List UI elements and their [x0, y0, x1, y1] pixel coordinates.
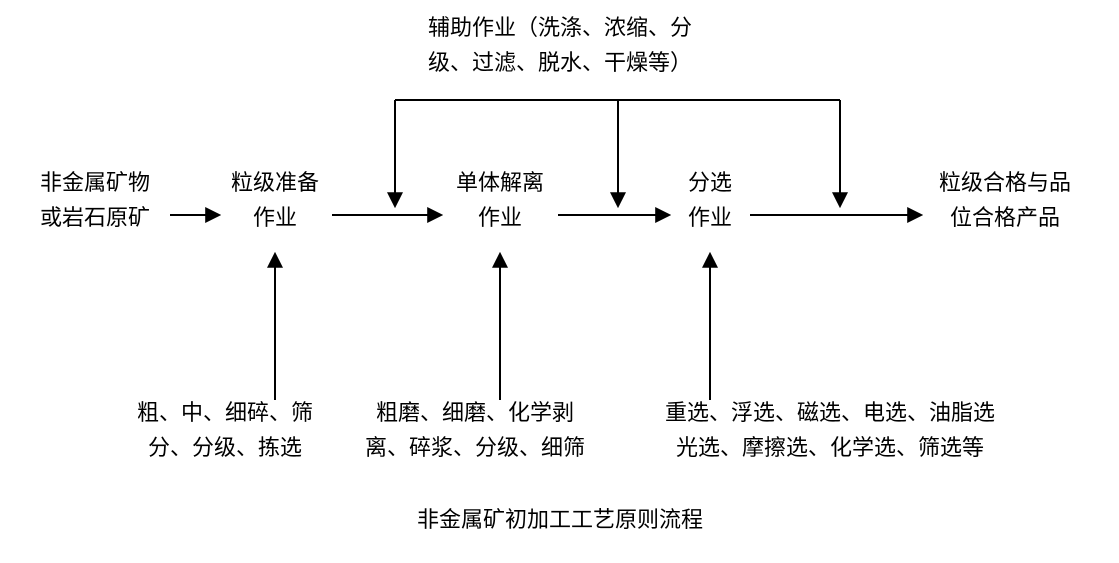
- node-stage1: 粒级准备 作业: [215, 165, 335, 235]
- node-output: 粒级合格与品 位合格产品: [920, 165, 1090, 235]
- diagram-caption: 非金属矿初加工工艺原则流程: [310, 502, 810, 537]
- annotation-top: 辅助作业（洗涤、浓缩、分 级、过滤、脱水、干燥等）: [360, 10, 760, 80]
- node-stage2: 单体解离 作业: [440, 165, 560, 235]
- node-input: 非金属矿物 或岩石原矿: [15, 165, 175, 235]
- diagram-lines: [0, 0, 1119, 563]
- annotation-a3: 重选、浮选、磁选、电选、油脂选 光选、摩擦选、化学选、筛选等: [620, 395, 1040, 465]
- annotation-a1: 粗、中、细碎、筛 分、分级、拣选: [95, 395, 355, 465]
- annotation-a2: 粗磨、细磨、化学剥 离、碎浆、分级、细筛: [335, 395, 615, 465]
- node-stage3: 分选 作业: [670, 165, 750, 235]
